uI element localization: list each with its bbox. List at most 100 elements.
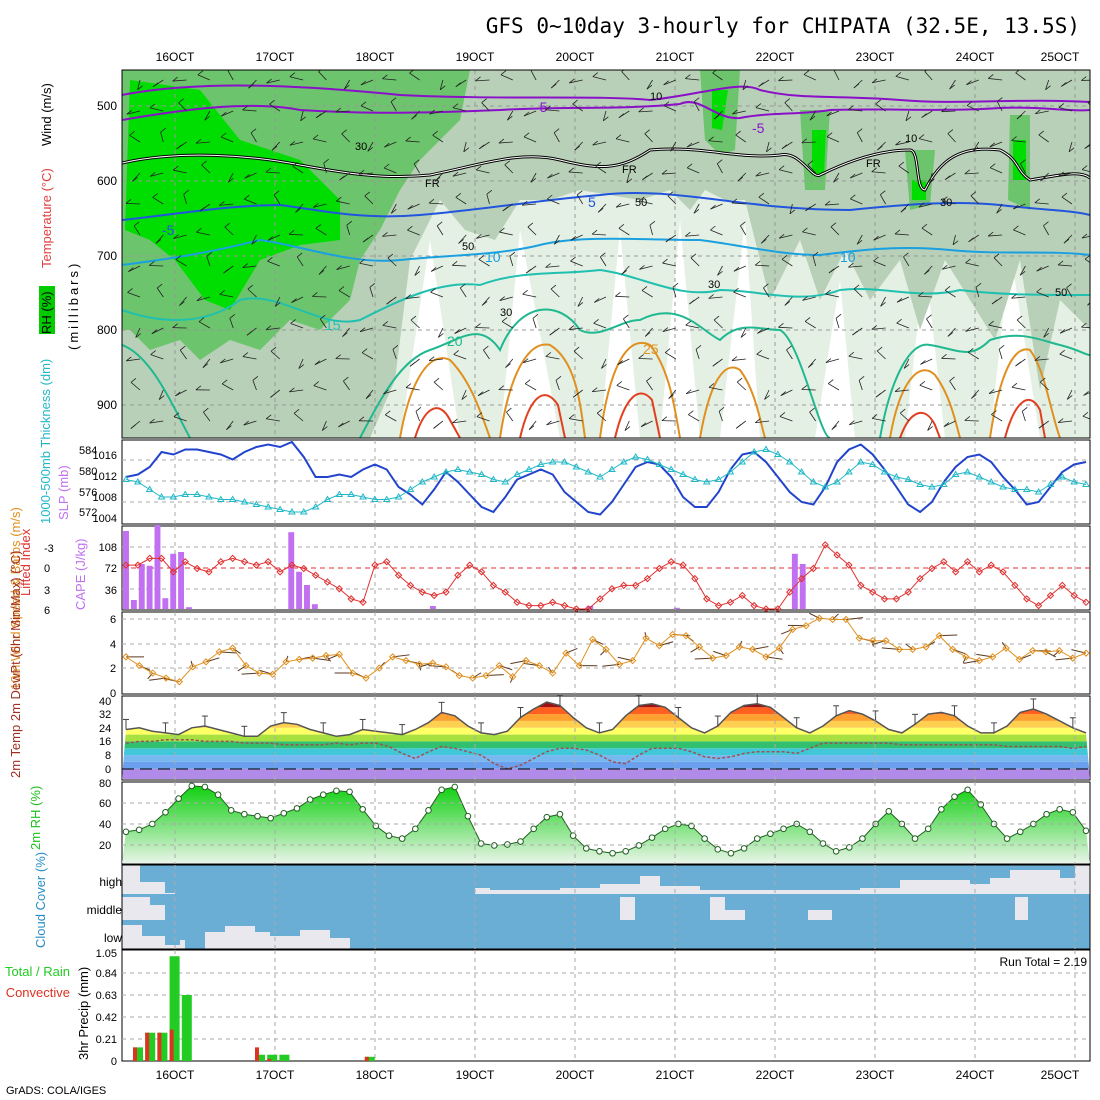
upper-air-wind-barb bbox=[1082, 415, 1090, 420]
upper-air-wind-barb-flag bbox=[993, 253, 1000, 259]
upper-air-wind-barb-flag bbox=[391, 209, 397, 214]
upper-air-wind-barb-flag bbox=[383, 163, 390, 169]
upper-air-wind-barb-flag bbox=[895, 140, 901, 146]
upper-air-wind-barb-flag bbox=[158, 395, 165, 400]
lifted-index-point bbox=[880, 595, 889, 603]
rh-point bbox=[661, 825, 669, 833]
upper-air-wind-barb-flag bbox=[358, 169, 365, 175]
upper-air-wind-barb-flag bbox=[988, 74, 994, 79]
upper-air-wind-barb-flag bbox=[1015, 361, 1021, 367]
upper-air-wind-barb bbox=[137, 79, 141, 90]
thickness-point bbox=[726, 468, 735, 475]
upper-air-wind-barb bbox=[944, 289, 956, 298]
upper-air-wind-barb-flag bbox=[432, 130, 438, 136]
precip-marks bbox=[133, 956, 375, 1061]
thickness-point bbox=[453, 465, 462, 472]
upper-air-wind-barb bbox=[972, 141, 980, 152]
precip-total-bar bbox=[364, 1056, 375, 1061]
upper-air-wind-barb bbox=[430, 265, 444, 272]
upper-air-wind-barb bbox=[130, 382, 141, 391]
upper-air-wind-barb bbox=[849, 420, 863, 426]
upper-air-wind-barb-flag bbox=[1034, 356, 1041, 361]
upper-air-wind-barb bbox=[941, 357, 956, 360]
upper-air-wind-barb-flag bbox=[871, 414, 878, 419]
thickness-point bbox=[323, 495, 332, 502]
upper-air-wind-barb bbox=[825, 203, 840, 206]
thickness-point bbox=[276, 505, 284, 512]
upper-air-wind-barb-flag bbox=[853, 83, 860, 89]
upper-air-wind-barb-flag bbox=[267, 256, 273, 262]
upper-air-wind-barb bbox=[523, 136, 537, 143]
upper-air-wind-barb-flag bbox=[824, 200, 831, 206]
upper-air-wind-barb-flag bbox=[737, 176, 744, 182]
upper-air-wind-barb bbox=[226, 420, 234, 430]
rh-contour-label: 10 bbox=[650, 91, 662, 103]
wind-speed-point bbox=[908, 645, 917, 654]
upper-air-wind-barb bbox=[685, 234, 700, 237]
upper-air-wind-barb bbox=[1011, 140, 1026, 143]
upper-air-wind-barb-flag bbox=[873, 256, 879, 262]
upper-air-wind-barb bbox=[717, 265, 723, 276]
upper-air-wind-barb-flag bbox=[338, 286, 345, 291]
upper-air-wind-barb bbox=[1034, 358, 1049, 361]
upper-air-wind-barb-flag bbox=[857, 128, 863, 133]
lifted-index-point bbox=[643, 574, 652, 583]
lifted-index-point bbox=[1023, 595, 1031, 603]
upper-air-wind-barb bbox=[779, 169, 793, 174]
upper-air-wind-barb-flag bbox=[568, 414, 575, 419]
cape-bar bbox=[130, 600, 137, 609]
upper-air-wind-barb bbox=[178, 102, 187, 112]
upper-air-wind-barb bbox=[175, 389, 187, 397]
upper-air-wind-barb-flag bbox=[359, 327, 366, 333]
upper-air-wind-barb bbox=[183, 194, 187, 205]
upper-air-wind-barb-flag bbox=[849, 173, 856, 179]
cape-bar bbox=[673, 607, 680, 609]
upper-air-wind-barb bbox=[1058, 420, 1073, 423]
freezing-level-label: FR bbox=[866, 158, 881, 170]
thickness-point bbox=[773, 450, 782, 457]
upper-air-wind-barb-flag bbox=[996, 208, 1002, 214]
upper-air-wind-barb-flag bbox=[690, 253, 697, 259]
upper-air-wind-barb bbox=[360, 79, 374, 86]
upper-air-wind-barb-flag bbox=[126, 356, 132, 362]
temperature-band bbox=[122, 768, 1090, 779]
upper-air-wind-barb-flag bbox=[382, 232, 388, 237]
upper-air-wind-barb-flag bbox=[780, 391, 787, 396]
lifted-index-point bbox=[122, 561, 130, 569]
upper-air-wind-barb bbox=[778, 79, 793, 82]
upper-air-wind-barb-flag bbox=[965, 327, 971, 332]
upper-air-wind-barb-flag bbox=[246, 331, 253, 336]
upper-air-wind-barb-flag bbox=[243, 420, 249, 426]
temperature-band bbox=[122, 748, 1090, 756]
upper-air-wind-barb bbox=[1013, 203, 1026, 210]
upper-air-wind-barb-flag bbox=[392, 344, 399, 350]
cape-bar bbox=[162, 598, 169, 609]
upper-air-wind-barb-flag bbox=[481, 301, 488, 306]
upper-air-wind-barb bbox=[708, 140, 723, 143]
upper-air-wind-barb-flag bbox=[507, 115, 513, 121]
precip-tick: 0.42 bbox=[96, 1012, 117, 1024]
upper-air-wind-barb bbox=[229, 318, 234, 329]
upper-air-wind-barb-flag bbox=[591, 229, 598, 235]
rh-point bbox=[859, 835, 866, 842]
precip-panel: 0 0.21 0.42 0.63 0.84 1.05 Run Total = 2… bbox=[5, 948, 1091, 1068]
lifted-index-point bbox=[454, 571, 462, 579]
wind-barb bbox=[147, 672, 154, 680]
upper-air-wind-barb bbox=[621, 71, 630, 81]
upper-air-wind-barb-flag bbox=[183, 189, 189, 195]
upper-air-wind-barb-flag bbox=[198, 317, 205, 323]
upper-air-wind-barb bbox=[594, 296, 607, 303]
upper-air-wind-barb-flag bbox=[135, 333, 141, 338]
upper-air-wind-barb bbox=[383, 389, 397, 395]
upper-air-wind-barb bbox=[313, 203, 327, 208]
upper-air-wind-barb bbox=[1058, 107, 1073, 112]
thickness-tick: 576 bbox=[79, 487, 97, 499]
wind-speed-point bbox=[495, 661, 504, 670]
upper-air-wind-barb bbox=[459, 287, 467, 298]
upper-air-wind-barb-flag bbox=[757, 329, 763, 334]
lifted-index-point bbox=[288, 561, 296, 569]
wind-speed-point bbox=[322, 651, 330, 660]
thickness-point bbox=[619, 458, 628, 465]
lifted-index-line bbox=[126, 544, 1087, 610]
upper-air-wind-barb-flag bbox=[871, 78, 878, 84]
